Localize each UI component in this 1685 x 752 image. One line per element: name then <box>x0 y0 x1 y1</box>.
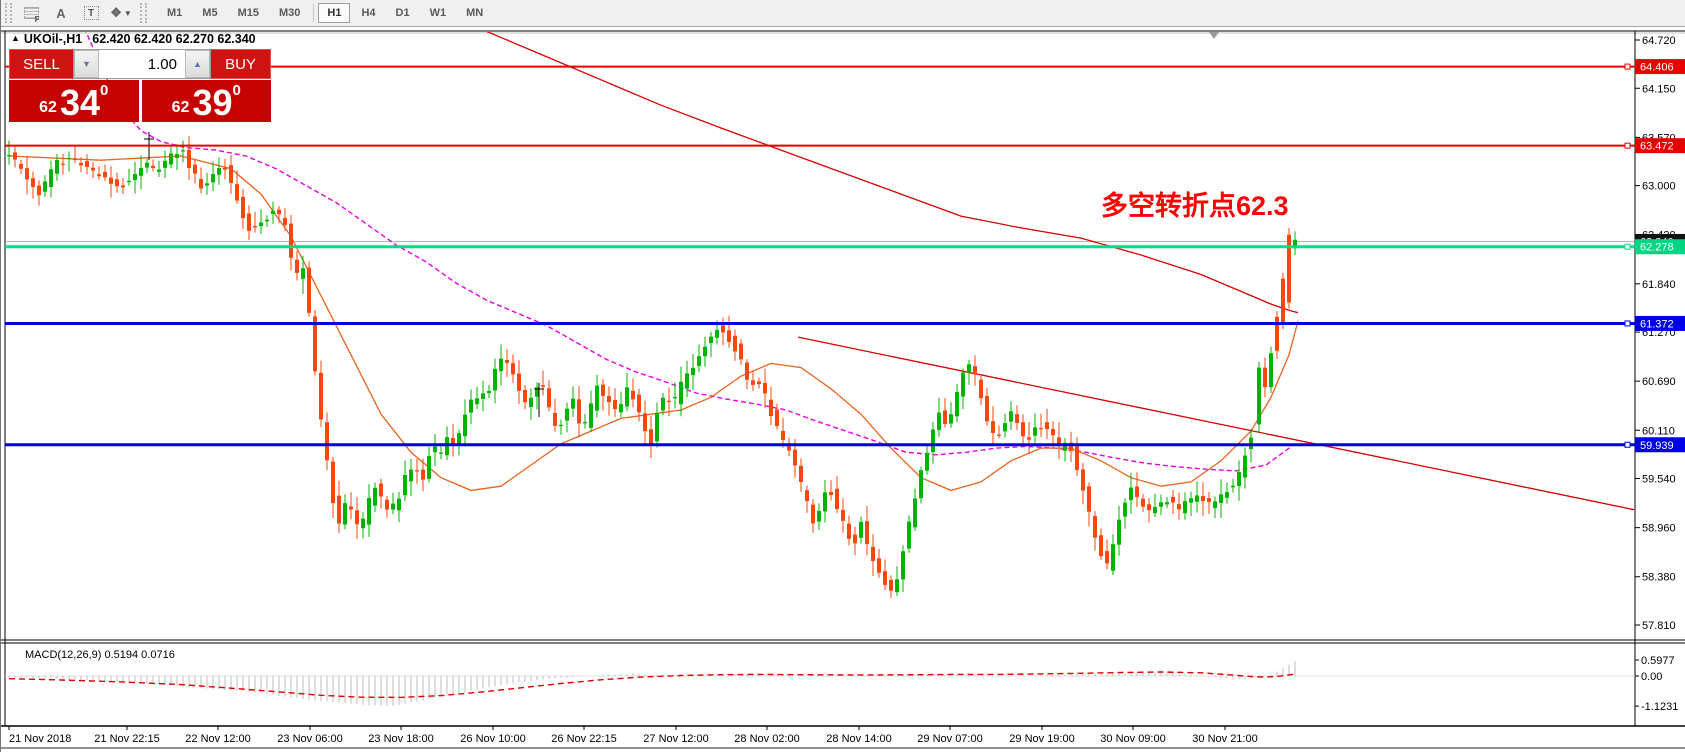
svg-text:29 Nov 07:00: 29 Nov 07:00 <box>917 733 982 745</box>
buy-button[interactable]: BUY <box>211 49 271 79</box>
svg-text:26 Nov 22:15: 26 Nov 22:15 <box>551 733 616 745</box>
chart-shift-marker-icon[interactable] <box>1209 32 1219 39</box>
svg-text:0.5977: 0.5977 <box>1641 655 1675 667</box>
sell-button[interactable]: SELL <box>9 49 73 79</box>
svg-text:63.472: 63.472 <box>1640 141 1674 153</box>
ma-fast-orange-line <box>8 155 1299 492</box>
ma-mid-magenta-line <box>85 32 1296 472</box>
timeframe-toolbar: M1 M5 M15 M30 H1 H4 D1 W1 MN <box>157 3 493 23</box>
volume-input[interactable] <box>99 50 185 78</box>
svg-text:27 Nov 12:00: 27 Nov 12:00 <box>643 733 708 745</box>
toolbar-drag-handle[interactable] <box>5 3 12 23</box>
svg-text:28 Nov 02:00: 28 Nov 02:00 <box>734 733 799 745</box>
font-tool-button[interactable]: A <box>48 2 74 24</box>
volume-spinner: ▼ ▲ <box>73 49 211 79</box>
svg-text:60.690: 60.690 <box>1642 376 1676 388</box>
collapse-triangle-icon[interactable]: ▲ <box>11 33 20 43</box>
timeframe-button-m5[interactable]: M5 <box>202 7 218 19</box>
text-box-icon: T <box>83 6 99 20</box>
timeframe-button-w1[interactable]: W1 <box>429 7 447 19</box>
sell-price-sup: 0 <box>100 82 109 99</box>
one-click-trade-panel: SELL ▼ ▲ BUY 62 34 0 62 39 0 <box>9 49 271 122</box>
timeframes-drag-handle[interactable] <box>140 3 147 23</box>
timeframe-button-h1[interactable]: H1 <box>318 3 351 23</box>
moving-averages <box>8 32 1299 492</box>
timeframe-button-m1[interactable]: M1 <box>167 7 183 19</box>
chevron-up-icon: ▲ <box>193 59 202 69</box>
svg-text:64.720: 64.720 <box>1642 35 1676 47</box>
toolbar-separator <box>313 4 315 22</box>
volume-decrease-button[interactable]: ▼ <box>74 50 99 78</box>
timeframe-button-h4[interactable]: H4 <box>361 7 376 19</box>
timeframe-button-m30[interactable]: M30 <box>278 7 301 19</box>
horizontal-level-lines[interactable] <box>5 63 1635 448</box>
cross-marks <box>144 132 544 417</box>
svg-text:23 Nov 18:00: 23 Nov 18:00 <box>368 733 433 745</box>
svg-text:26 Nov 10:00: 26 Nov 10:00 <box>460 733 525 745</box>
svg-text:58.380: 58.380 <box>1642 572 1676 584</box>
sell-price-big: 34 <box>59 81 100 123</box>
svg-text:30 Nov 21:00: 30 Nov 21:00 <box>1192 733 1257 745</box>
price-axis[interactable]: 64.72064.15063.57063.00062.42061.84061.2… <box>1635 35 1676 632</box>
svg-text:63.000: 63.000 <box>1642 181 1676 193</box>
svg-text:64.150: 64.150 <box>1642 83 1676 95</box>
buy-price-sup: 0 <box>232 82 241 99</box>
time-axis[interactable]: 21 Nov 2018 21 Nov 22:15 22 Nov 12:00 23 No… <box>8 726 1258 745</box>
svg-text:59.540: 59.540 <box>1642 474 1676 486</box>
macd-signal-line <box>8 671 1296 699</box>
svg-text:58.960: 58.960 <box>1642 523 1676 535</box>
svg-text:57.810: 57.810 <box>1642 620 1676 632</box>
chevron-down-icon: ▼ <box>123 8 132 18</box>
symbol-period-label: UKOil-,H1 <box>23 32 83 46</box>
svg-text:61.840: 61.840 <box>1642 279 1676 291</box>
candlesticks-layer <box>7 135 1297 598</box>
volume-increase-button[interactable]: ▲ <box>185 50 210 78</box>
svg-text:61.372: 61.372 <box>1640 318 1674 330</box>
sell-price-prefix: 62 <box>39 99 57 116</box>
buy-price-big: 39 <box>192 81 233 123</box>
svg-text:22 Nov 12:00: 22 Nov 12:00 <box>185 733 250 745</box>
svg-text:21 Nov 22:15: 21 Nov 22:15 <box>94 733 159 745</box>
svg-text:64.406: 64.406 <box>1640 62 1674 74</box>
svg-text:-1.1231: -1.1231 <box>1641 701 1678 713</box>
timeframe-button-m15[interactable]: M15 <box>237 7 259 19</box>
arrange-cycle-button[interactable]: ❖ ▼ <box>108 2 134 24</box>
svg-text:30 Nov 09:00: 30 Nov 09:00 <box>1100 733 1165 745</box>
buy-price-prefix: 62 <box>171 99 190 116</box>
buy-price-tile[interactable]: 62 39 0 <box>141 80 271 123</box>
macd-indicator-label: MACD(12,26,9) 0.5194 0.0716 <box>25 649 175 661</box>
ma-slow-red-line <box>486 32 1299 314</box>
descending-trendline[interactable] <box>797 336 1635 511</box>
svg-text:62.278: 62.278 <box>1640 242 1674 254</box>
timeframe-button-mn[interactable]: MN <box>466 7 484 19</box>
font-a-icon: A <box>56 5 66 21</box>
chart-annotation-text[interactable]: 多空转折点62.3 <box>1101 191 1289 221</box>
svg-text:60.110: 60.110 <box>1642 425 1675 437</box>
macd-indicator-pane <box>5 661 1635 706</box>
macd-values: 0.5194 0.0716 <box>104 649 175 661</box>
macd-histogram <box>8 661 1296 706</box>
text-label-tool-button[interactable]: T <box>78 2 104 24</box>
svg-text:21 Nov 2018: 21 Nov 2018 <box>9 733 71 745</box>
main-toolbar: F A T ❖ ▼ M1 M5 M15 M30 H1 H4 D1 W1 MN <box>1 0 1685 27</box>
svg-text:0.00: 0.00 <box>1641 671 1662 683</box>
timeframe-button-d1[interactable]: D1 <box>395 7 410 19</box>
grid-f-icon: F <box>23 7 40 24</box>
arrange-cycle-icon: ❖ <box>110 5 122 20</box>
sell-price-tile[interactable]: 62 34 0 <box>9 80 139 122</box>
price-chart-canvas[interactable]: 64.72064.15063.57063.00062.42061.84061.2… <box>1 27 1685 752</box>
chart-frame <box>1 30 1685 749</box>
macd-axis[interactable]: 0.5977 0.00 -1.1231 <box>1635 655 1678 713</box>
chart-area: 64.72064.15063.57063.00062.42061.84061.2… <box>1 27 1685 752</box>
svg-text:23 Nov 06:00: 23 Nov 06:00 <box>277 733 342 745</box>
profile-grid-f-icon[interactable]: F <box>18 2 44 24</box>
chevron-down-icon: ▼ <box>82 59 91 69</box>
svg-text:29 Nov 19:00: 29 Nov 19:00 <box>1009 733 1074 745</box>
ohlc-values: 62.420 62.420 62.270 62.340 <box>92 32 256 46</box>
chart-symbol-title: ▲ UKOil-,H1 62.420 62.420 62.270 62.340 <box>11 32 256 46</box>
svg-text:59.939: 59.939 <box>1640 440 1674 452</box>
svg-text:28 Nov 14:00: 28 Nov 14:00 <box>826 733 891 745</box>
